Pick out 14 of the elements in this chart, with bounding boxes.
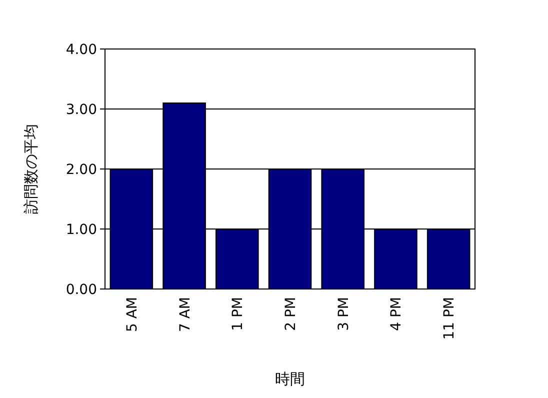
y-tick-label: 4.00 [66,42,97,58]
x-tick-label: 2 PM [283,297,299,331]
y-axis-title: 訪問数の平均 [22,124,40,214]
x-tick-label: 4 PM [388,297,405,331]
x-tick-label: 11 PM [442,297,458,340]
x-tick-label: 7 AM [177,297,194,332]
x-tick-label: 1 PM [230,297,246,331]
x-tick-label: 3 PM [336,297,352,331]
y-tick-label: 2.00 [66,162,97,178]
y-tick-label: 1.00 [66,222,97,238]
x-axis-title: 時間 [275,370,305,388]
x-tick-label: 5 AM [124,297,140,332]
y-tick-label: 3.00 [66,102,97,118]
y-tick-label: 0.00 [66,282,97,298]
